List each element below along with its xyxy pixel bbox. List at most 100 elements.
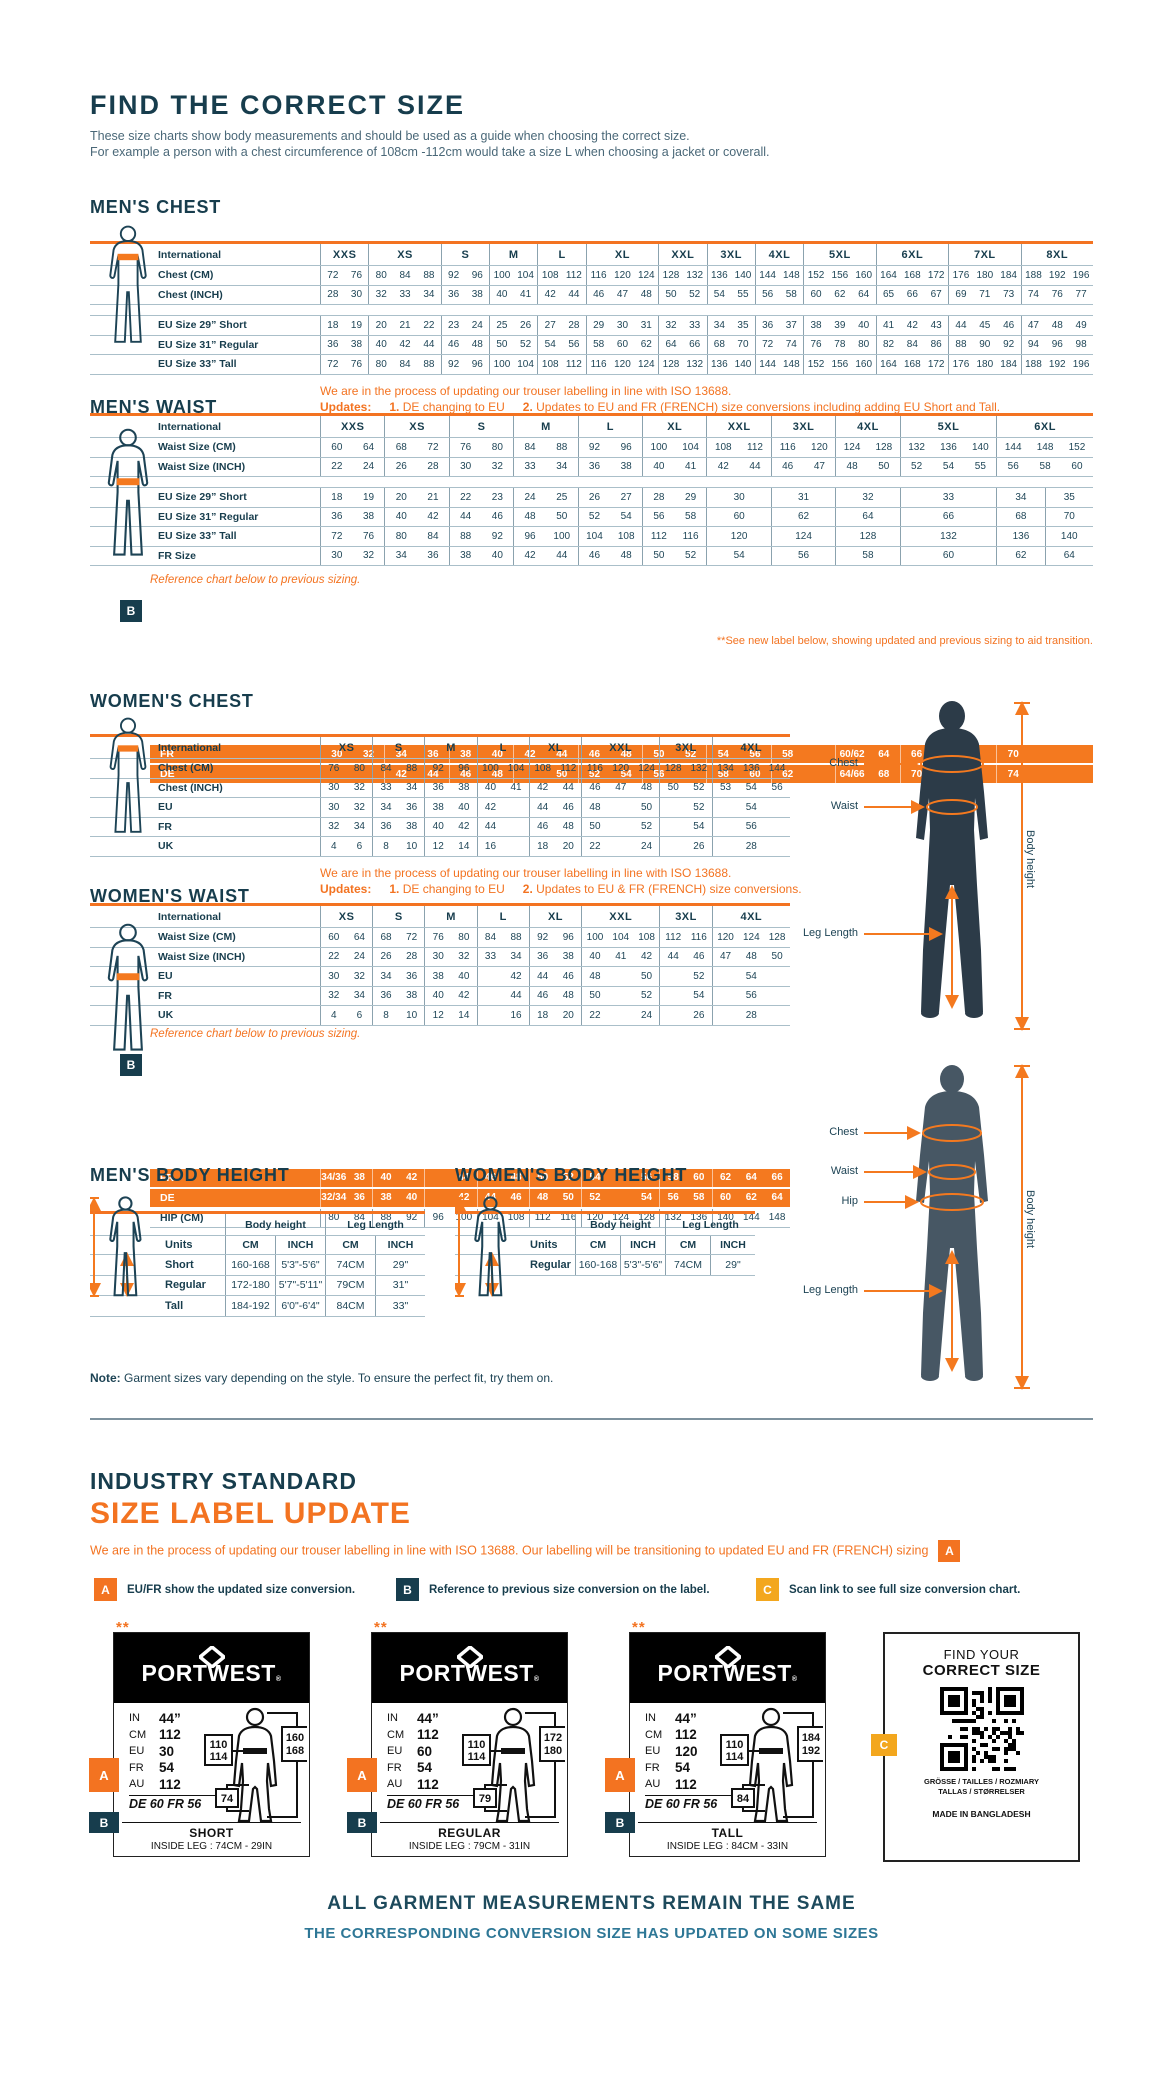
size-group: 56 58 60: [996, 457, 1093, 476]
table-cell: 196: [1072, 269, 1090, 281]
iso-note: We are in the process of updating our tr…: [320, 384, 732, 398]
badge-b: B: [396, 1578, 419, 1601]
table-row: UK 4 6 8 10 12 14 16 18 20 22 24 26 28: [90, 837, 790, 857]
size-group: 76 80: [424, 928, 476, 947]
table-cell: 84: [399, 358, 411, 370]
table-cell: 26: [693, 840, 705, 852]
table-row: Chest (CM) 76 80 84 88 92 96 100 104 108 112 116 120…: [90, 759, 790, 779]
table-row: Chest (INCH) 30 32 33 34 36 38 40 41 42 44 46 47 48 50…: [90, 778, 790, 798]
size-group-header: 4XL: [835, 416, 899, 437]
table-cell: 184: [1000, 358, 1017, 370]
size-group: 36 37: [754, 316, 803, 335]
table-cell: 48: [589, 970, 601, 982]
label-body: IN 44” CM 112 EU 120 FR 54 AU 112 DE 60 FR 56 110 11…: [630, 1703, 825, 1823]
size-group: 40 42: [384, 507, 448, 526]
size-group: 42 44: [513, 745, 577, 763]
table-cell: 64: [858, 289, 870, 301]
mens-body-height-table: Body height Leg Length Units CM INCH CM INCH Sh…: [90, 1211, 425, 1317]
table-cell: 58: [782, 748, 794, 760]
table-row: EU 30 32 34 36 38 40 42 44 46 48 50 52 54: [90, 967, 790, 987]
size-row: FR 54: [387, 1760, 433, 1776]
table-cell: 120: [730, 530, 748, 542]
unit-header-cell: INCH: [710, 1236, 755, 1254]
badge-c: C: [871, 1734, 897, 1756]
table-cell: 65: [882, 289, 895, 301]
table-header-label: International: [158, 910, 222, 923]
table-cell: 14: [458, 1009, 470, 1021]
row-label: Chest (CM): [158, 762, 214, 775]
size-group-header: XXL: [706, 416, 770, 437]
table-cell: 128: [638, 1212, 655, 1224]
table-cell: 48: [745, 951, 757, 963]
table-cell: 64: [745, 1172, 757, 1183]
table-cell: 120: [811, 441, 828, 453]
table-cell: 116: [590, 269, 607, 281]
table-cell: 42: [717, 461, 729, 473]
table-cell: 96: [524, 530, 536, 542]
size-group: 20 21 22: [368, 316, 440, 335]
table-cell: 40: [653, 461, 665, 473]
size-row: EU 30: [129, 1743, 175, 1759]
svg-text:192: 192: [802, 1745, 820, 1757]
size-group-header: 3XL: [706, 244, 755, 265]
size-group: 120 124 128: [581, 1208, 659, 1227]
size-group: 34 36: [372, 798, 424, 817]
table-cell: 128: [875, 441, 893, 453]
intro-line-2: For example a person with a chest circum…: [90, 145, 770, 159]
table-cell: 44: [537, 801, 549, 813]
table-cell: 52: [685, 550, 697, 562]
size-group: 30 32: [320, 778, 372, 797]
table-cell: 5'3"-5'6": [275, 1255, 325, 1275]
row-label: Tall: [165, 1299, 184, 1312]
table-cell: 104: [517, 269, 534, 281]
industry-paragraph: We are in the process of updating our tr…: [90, 1540, 961, 1562]
size-group: 46 47 48: [581, 778, 659, 797]
table-cell: 50: [562, 1192, 574, 1203]
table-cell: 108: [714, 441, 732, 453]
table-cell: 160-168: [225, 1255, 275, 1275]
size-group-header: 5XL: [899, 416, 997, 437]
table-cell: 60: [331, 441, 343, 453]
table-cell: 35: [737, 319, 749, 331]
table-cell: 36: [427, 550, 439, 562]
table-cell: 62: [640, 339, 652, 351]
table-cell: 140: [734, 358, 752, 370]
table-cell: 172: [927, 269, 945, 281]
row-label: Waist Size (INCH): [158, 460, 246, 473]
table-cell: 22: [328, 951, 340, 963]
size-group: 40 42 44: [368, 335, 440, 354]
table-cell: 22: [589, 840, 601, 852]
size-group: 44: [476, 986, 529, 1005]
table-cell: 28: [745, 1009, 757, 1021]
table-cell: 156: [831, 358, 849, 370]
table-cell: 136: [1012, 530, 1030, 542]
table-cell: 31: [640, 319, 652, 331]
womens-body-height-table: Body height Leg Length Units CM INCH CM INCH Re…: [455, 1211, 755, 1276]
waist-label: Waist: [830, 800, 858, 812]
table-cell: 55: [737, 289, 749, 301]
size-label-card: ** PORTWEST® IN 44” CM 112 EU 120 FR 54 AU 112 DE 60…: [605, 1619, 826, 1857]
size-group: 44: [476, 817, 529, 836]
table-cell: 38: [810, 319, 822, 331]
badge-b: B: [120, 1054, 142, 1076]
size-group: 82 84 86: [875, 335, 948, 354]
table-cell: 46: [510, 1192, 522, 1203]
table-cell: 42: [406, 1172, 418, 1183]
table-cell: 32: [491, 461, 503, 473]
row-label: EU: [158, 970, 173, 983]
size-group: 44 46: [528, 967, 581, 986]
table-cell: 50: [771, 951, 783, 963]
size-group: 31: [770, 488, 835, 507]
table-cell: 50: [640, 970, 653, 982]
size-group: 22 24: [320, 947, 372, 966]
size-group: 66 68: [899, 745, 997, 763]
size-group: 70: [996, 745, 1093, 763]
table-cell: 74CM: [325, 1255, 375, 1275]
table-cell: 64: [862, 511, 874, 523]
section-divider: [90, 1418, 1093, 1420]
label-body: IN 44” CM 112 EU 30 FR 54 AU 112 DE 60 FR 56 110 114…: [114, 1703, 309, 1823]
table-cell: 32: [665, 319, 677, 331]
table-cell: 38: [380, 1192, 392, 1203]
table-cell: 100: [493, 358, 511, 370]
fit-name: REGULAR: [438, 1826, 501, 1840]
